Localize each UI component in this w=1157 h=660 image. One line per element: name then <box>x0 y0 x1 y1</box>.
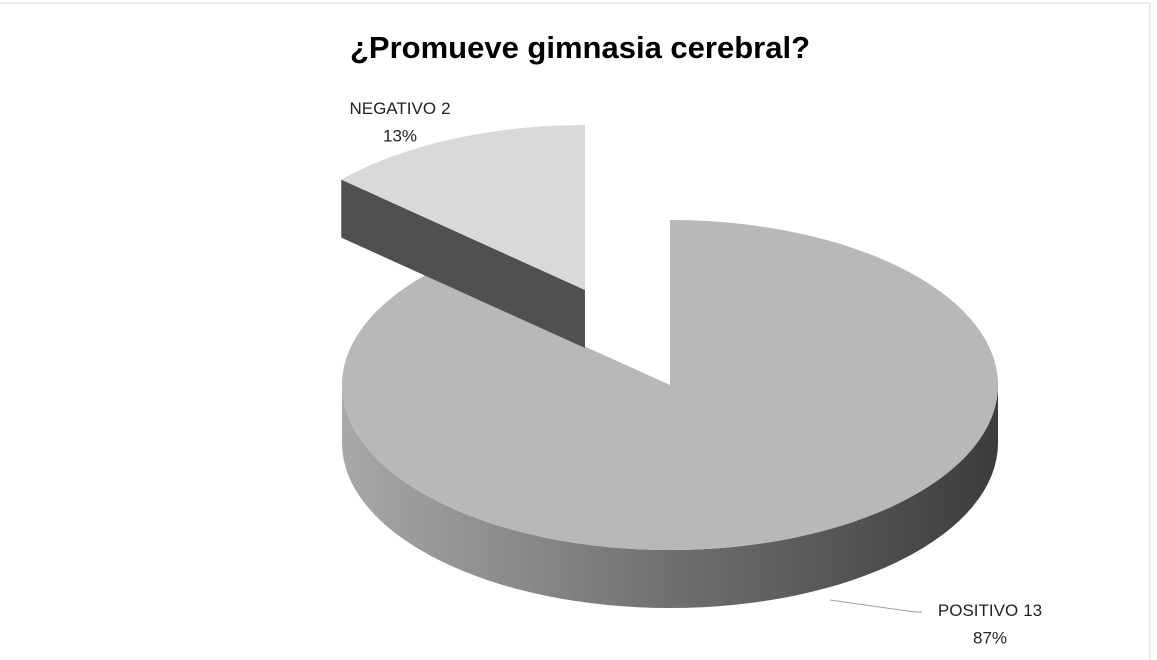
slice-top <box>341 125 585 290</box>
slice-top <box>341 220 998 550</box>
slice <box>341 220 998 608</box>
leader-line <box>829 599 922 613</box>
data-label: NEGATIVO 2 <box>349 99 450 118</box>
slice <box>341 125 585 348</box>
percentage-label: 87% <box>973 628 1007 647</box>
data-label: POSITIVO 13 <box>938 601 1042 620</box>
slice-wall <box>342 385 998 608</box>
chart-title: ¿Promueve gimnasia cerebral? <box>350 30 810 65</box>
category-name: POSITIVO <box>938 601 1018 620</box>
category-name: NEGATIVO <box>349 99 436 118</box>
value-label: 2 <box>441 99 450 118</box>
percentage-label: 13% <box>383 126 417 145</box>
value-label: 13 <box>1023 601 1042 620</box>
slice-side <box>341 179 585 348</box>
